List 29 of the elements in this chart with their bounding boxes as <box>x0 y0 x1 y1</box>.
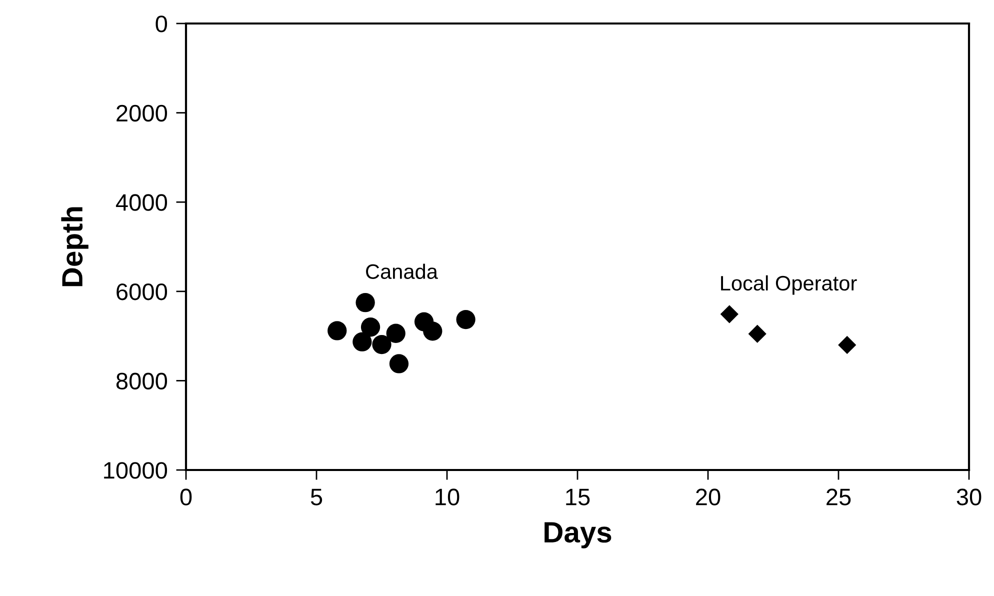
y-tick-label: 10000 <box>104 462 168 479</box>
y-tick-label: 8000 <box>116 372 168 390</box>
series-label: Local Operator <box>721 275 857 295</box>
x-axis-title: Days <box>544 522 612 548</box>
point <box>423 322 442 341</box>
x-tick-label: 15 <box>566 488 590 506</box>
y-tick-label: 4000 <box>116 194 168 211</box>
y-axis-title: Depth <box>61 207 88 286</box>
point <box>372 334 392 354</box>
x-tick-label: 25 <box>826 488 851 506</box>
x-tick-label: 0 <box>180 488 192 506</box>
y-tick-label: 0 <box>156 16 168 32</box>
point <box>352 332 372 352</box>
point <box>389 354 409 374</box>
series-label: Canada <box>366 264 438 279</box>
point <box>748 324 766 343</box>
y-tick-label: 6000 <box>116 283 168 300</box>
point <box>386 324 406 343</box>
point <box>456 310 476 330</box>
x-tick-label: 5 <box>310 488 322 506</box>
point <box>360 318 380 337</box>
point <box>328 321 347 340</box>
x-tick-label: 10 <box>436 488 460 506</box>
point <box>838 336 856 354</box>
point <box>720 305 738 324</box>
point <box>356 292 375 312</box>
x-tick-label: 20 <box>696 488 720 506</box>
y-tick-label: 2000 <box>116 104 168 122</box>
x-tick-label: 30 <box>956 488 982 506</box>
